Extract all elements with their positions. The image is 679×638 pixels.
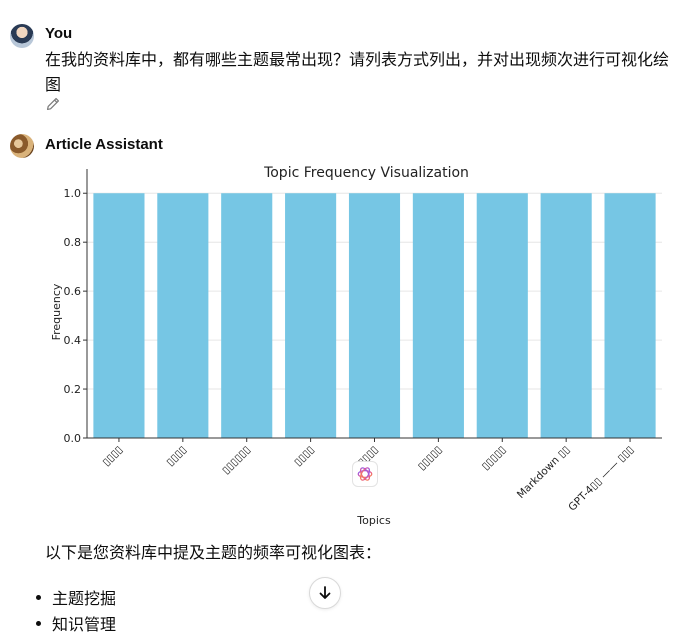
user-author-name: You — [45, 25, 73, 42]
x-tick-label: ▯▯▯▯▯ — [479, 444, 508, 473]
x-tick-label: ▯▯▯▯ — [164, 444, 189, 469]
bar — [221, 193, 273, 438]
assistant-author-name: Article Assistant — [45, 136, 163, 153]
y-tick-label: 0.2 — [64, 383, 82, 396]
x-tick-label: ▯▯▯▯ — [100, 444, 125, 469]
bar — [93, 193, 145, 438]
openai-logo-icon — [352, 461, 378, 487]
x-tick-label: GPT-4▯▯ —— ▯▯▯ — [566, 444, 636, 514]
x-axis-label: Topics — [356, 514, 391, 527]
topic-list: 主题挖掘 知识管理 — [32, 586, 116, 638]
user-avatar — [10, 24, 34, 48]
y-tick-label: 0.8 — [64, 236, 82, 249]
y-tick-label: 1.0 — [64, 187, 82, 200]
assistant-avatar — [10, 134, 34, 158]
y-tick-label: 0.6 — [64, 285, 82, 298]
arrow-down-icon — [319, 586, 331, 599]
y-axis-label: Frequency — [50, 283, 63, 340]
user-message-text: 在我的资料库中，都有哪些主题最常出现？请列表方式列出，并对出现频次进行可视化绘图 — [45, 50, 670, 94]
x-tick-label: ▯▯▯▯▯ — [416, 444, 445, 473]
bar — [412, 193, 464, 438]
x-tick-label: ▯▯▯▯ — [292, 444, 317, 469]
chart-title: Topic Frequency Visualization — [263, 165, 469, 181]
pencil-icon[interactable] — [46, 97, 60, 111]
bar — [348, 193, 401, 438]
topic-frequency-chart: 0.00.20.40.60.81.0▯▯▯▯ ▯▯▯▯ ▯▯▯▯▯▯ ▯▯▯▯ ▯▯▯▯… — [50, 165, 662, 527]
list-item: 知识管理 — [32, 612, 116, 638]
x-tick-label: Markdown ▯▯ — [515, 444, 572, 501]
bar — [157, 193, 209, 438]
scroll-down-button[interactable] — [309, 577, 341, 609]
assistant-intro-text: 以下是您资料库中提及主题的频率可视化图表： — [45, 543, 382, 562]
y-tick-label: 0.4 — [64, 334, 82, 347]
bar — [285, 193, 337, 438]
bar — [540, 193, 592, 438]
list-item: 主题挖掘 — [32, 586, 116, 612]
bar — [476, 193, 528, 438]
bar — [604, 193, 656, 438]
y-tick-label: 0.0 — [64, 432, 82, 445]
x-tick-label: ▯▯▯▯▯▯ — [220, 444, 253, 477]
